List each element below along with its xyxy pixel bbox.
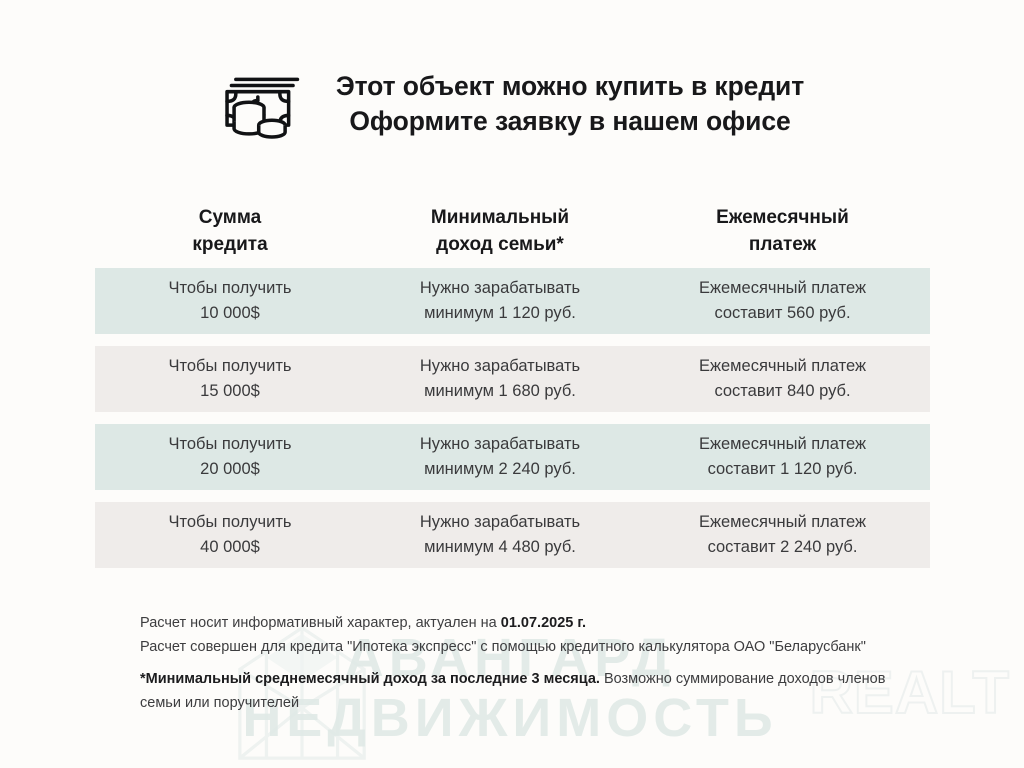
- cell-loan-amount-line1: Чтобы получить: [168, 356, 292, 375]
- footnote-line-1: Расчет носит информативный характер, акт…: [140, 612, 910, 636]
- cell-loan-amount-line1: Чтобы получить: [168, 278, 292, 297]
- cell-monthly-payment-line2: составит 2 240 руб.: [707, 538, 858, 556]
- page-title-line-2: Оформите заявку в нашем офисе: [349, 106, 791, 136]
- cell-monthly-payment-line2: составит 560 руб.: [714, 304, 851, 322]
- cell-monthly-payment: Ежемесячный платеж составит 2 240 руб.: [635, 510, 930, 560]
- cell-loan-amount: Чтобы получить 15 000$: [95, 354, 365, 404]
- money-cash-icon: [225, 77, 300, 139]
- header: Этот объект можно купить в кредит Оформи…: [0, 60, 1024, 148]
- cell-loan-amount-line2: 40 000$: [200, 538, 260, 556]
- column-header-family-income: Минимальный доход семьи*: [365, 196, 635, 268]
- column-header-loan-amount: Сумма кредита: [95, 196, 365, 268]
- cell-monthly-payment: Ежемесячный платеж составит 840 руб.: [635, 354, 930, 404]
- cell-monthly-payment-line1: Ежемесячный платеж: [698, 512, 867, 531]
- cell-family-income-line2: минимум 1 120 руб.: [424, 304, 576, 322]
- cell-monthly-payment: Ежемесячный платеж составит 560 руб.: [635, 276, 930, 326]
- cell-family-income: Нужно зарабатывать минимум 1 120 руб.: [365, 276, 635, 326]
- footnote-date: 01.07.2025 г.: [500, 615, 586, 631]
- column-header-monthly-payment-line2: платеж: [748, 234, 817, 255]
- cell-monthly-payment-line2: составит 840 руб.: [714, 382, 851, 400]
- cell-family-income-line2: минимум 2 240 руб.: [424, 460, 576, 478]
- cell-monthly-payment-line1: Ежемесячный платеж: [698, 356, 867, 375]
- credit-table: Сумма кредита Минимальный доход семьи* Е…: [95, 196, 930, 580]
- cell-loan-amount-line2: 20 000$: [200, 460, 260, 478]
- cell-family-income-line1: Нужно зарабатывать: [419, 512, 581, 531]
- column-header-loan-amount-line2: кредита: [192, 234, 268, 255]
- cell-loan-amount: Чтобы получить 20 000$: [95, 432, 365, 482]
- page-title-line-1: Этот объект можно купить в кредит: [335, 70, 805, 101]
- cell-family-income-line1: Нужно зарабатывать: [419, 356, 581, 375]
- cell-family-income: Нужно зарабатывать минимум 4 480 руб.: [365, 510, 635, 560]
- cell-family-income-line2: минимум 4 480 руб.: [424, 538, 576, 556]
- cell-family-income-line1: Нужно зарабатывать: [419, 278, 581, 297]
- cell-monthly-payment-line2: составит 1 120 руб.: [707, 460, 858, 478]
- footnote-spacer: [140, 659, 910, 668]
- column-header-family-income-line1: Минимальный: [430, 207, 570, 229]
- table-row: Чтобы получить 40 000$ Нужно зарабатыват…: [95, 502, 930, 568]
- column-header-monthly-payment: Ежемесячный платеж: [635, 196, 930, 268]
- footnote-asterisk-note: *Минимальный среднемесячный доход за пос…: [140, 671, 600, 688]
- footnotes: Расчет носит информативный характер, акт…: [140, 612, 910, 716]
- cell-loan-amount-line1: Чтобы получить: [168, 434, 292, 453]
- cell-loan-amount: Чтобы получить 40 000$: [95, 510, 365, 560]
- header-title-group: Этот объект можно купить в кредит Оформи…: [336, 69, 804, 139]
- footnote-line-2: Расчет совершен для кредита "Ипотека экс…: [140, 638, 866, 655]
- cell-family-income: Нужно зарабатывать минимум 2 240 руб.: [365, 432, 635, 482]
- cell-loan-amount-line1: Чтобы получить: [168, 512, 292, 531]
- cell-monthly-payment-line1: Ежемесячный платеж: [698, 278, 867, 297]
- cell-monthly-payment-line1: Ежемесячный платеж: [698, 434, 867, 453]
- cell-loan-amount-line2: 15 000$: [200, 382, 260, 400]
- table-row: Чтобы получить 20 000$ Нужно зарабатыват…: [95, 424, 930, 490]
- cell-family-income-line2: минимум 1 680 руб.: [424, 382, 576, 400]
- column-header-family-income-line2: доход семьи*: [436, 234, 564, 255]
- cell-loan-amount-line2: 10 000$: [200, 304, 260, 322]
- column-header-monthly-payment-line1: Ежемесячный: [716, 207, 849, 229]
- table-header-row: Сумма кредита Минимальный доход семьи* Е…: [95, 196, 930, 268]
- table-row: Чтобы получить 15 000$ Нужно зарабатыват…: [95, 346, 930, 412]
- cell-monthly-payment: Ежемесячный платеж составит 1 120 руб.: [635, 432, 930, 482]
- cell-family-income-line1: Нужно зарабатывать: [419, 434, 581, 453]
- table-row: Чтобы получить 10 000$ Нужно зарабатыват…: [95, 268, 930, 334]
- cell-loan-amount: Чтобы получить 10 000$: [95, 276, 365, 326]
- column-header-loan-amount-line1: Сумма: [198, 207, 262, 229]
- footnote-line-1-prefix: Расчет носит информативный характер, акт…: [140, 615, 501, 631]
- footnote-line-3: *Минимальный среднемесячный доход за пос…: [140, 668, 910, 715]
- cell-family-income: Нужно зарабатывать минимум 1 680 руб.: [365, 354, 635, 404]
